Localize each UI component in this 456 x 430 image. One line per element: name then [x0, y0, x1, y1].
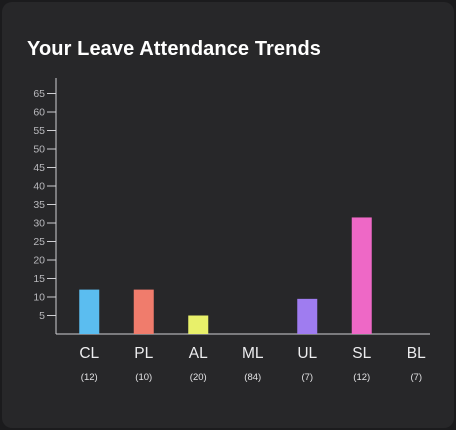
x-category-label: AL: [189, 345, 208, 362]
y-tick-label: 15: [33, 273, 45, 285]
y-tick-label: 10: [33, 292, 45, 304]
x-category-count: (12): [81, 372, 98, 383]
x-category-count: (12): [353, 372, 370, 383]
y-tick-label: 45: [33, 162, 45, 174]
category-labels: CL (12) PL (10) AL (20) ML (84) UL (7) SL (12) BL (7): [79, 345, 426, 383]
bar-cl[interactable]: [79, 289, 100, 334]
y-tick-label: 55: [33, 125, 45, 137]
x-category-label: BL: [407, 345, 426, 362]
bar-pl[interactable]: [133, 289, 154, 334]
x-category-label: ML: [242, 345, 264, 362]
y-tick-label: 25: [33, 236, 45, 248]
y-tick-label: 60: [33, 107, 45, 119]
x-category-count: (7): [410, 372, 422, 383]
bar-ul[interactable]: [297, 298, 318, 334]
x-category-count: (20): [190, 372, 207, 383]
y-axis: 5 10 15 20 25 30 35 40 45 50 55 60 65: [33, 78, 57, 334]
chart-title: Your Leave Attendance Trends: [27, 38, 321, 60]
y-tick-label: 35: [33, 199, 45, 211]
y-tick-label: 5: [39, 310, 45, 322]
x-category-count: (7): [301, 372, 313, 383]
x-category-label: PL: [134, 345, 153, 362]
bar-al[interactable]: [188, 315, 209, 335]
x-category-count: (10): [135, 372, 152, 383]
y-tick-label: 30: [33, 218, 45, 230]
bar-sl[interactable]: [351, 217, 372, 334]
y-tick-label: 20: [33, 255, 45, 267]
y-tick-label: 65: [33, 88, 45, 100]
x-category-label: UL: [297, 345, 317, 362]
x-category-label: SL: [352, 345, 371, 362]
x-category-label: CL: [79, 345, 99, 362]
y-tick-label: 50: [33, 144, 45, 156]
y-tick-label: 40: [33, 181, 45, 193]
x-category-count: (84): [244, 372, 261, 383]
bars: [79, 217, 372, 334]
